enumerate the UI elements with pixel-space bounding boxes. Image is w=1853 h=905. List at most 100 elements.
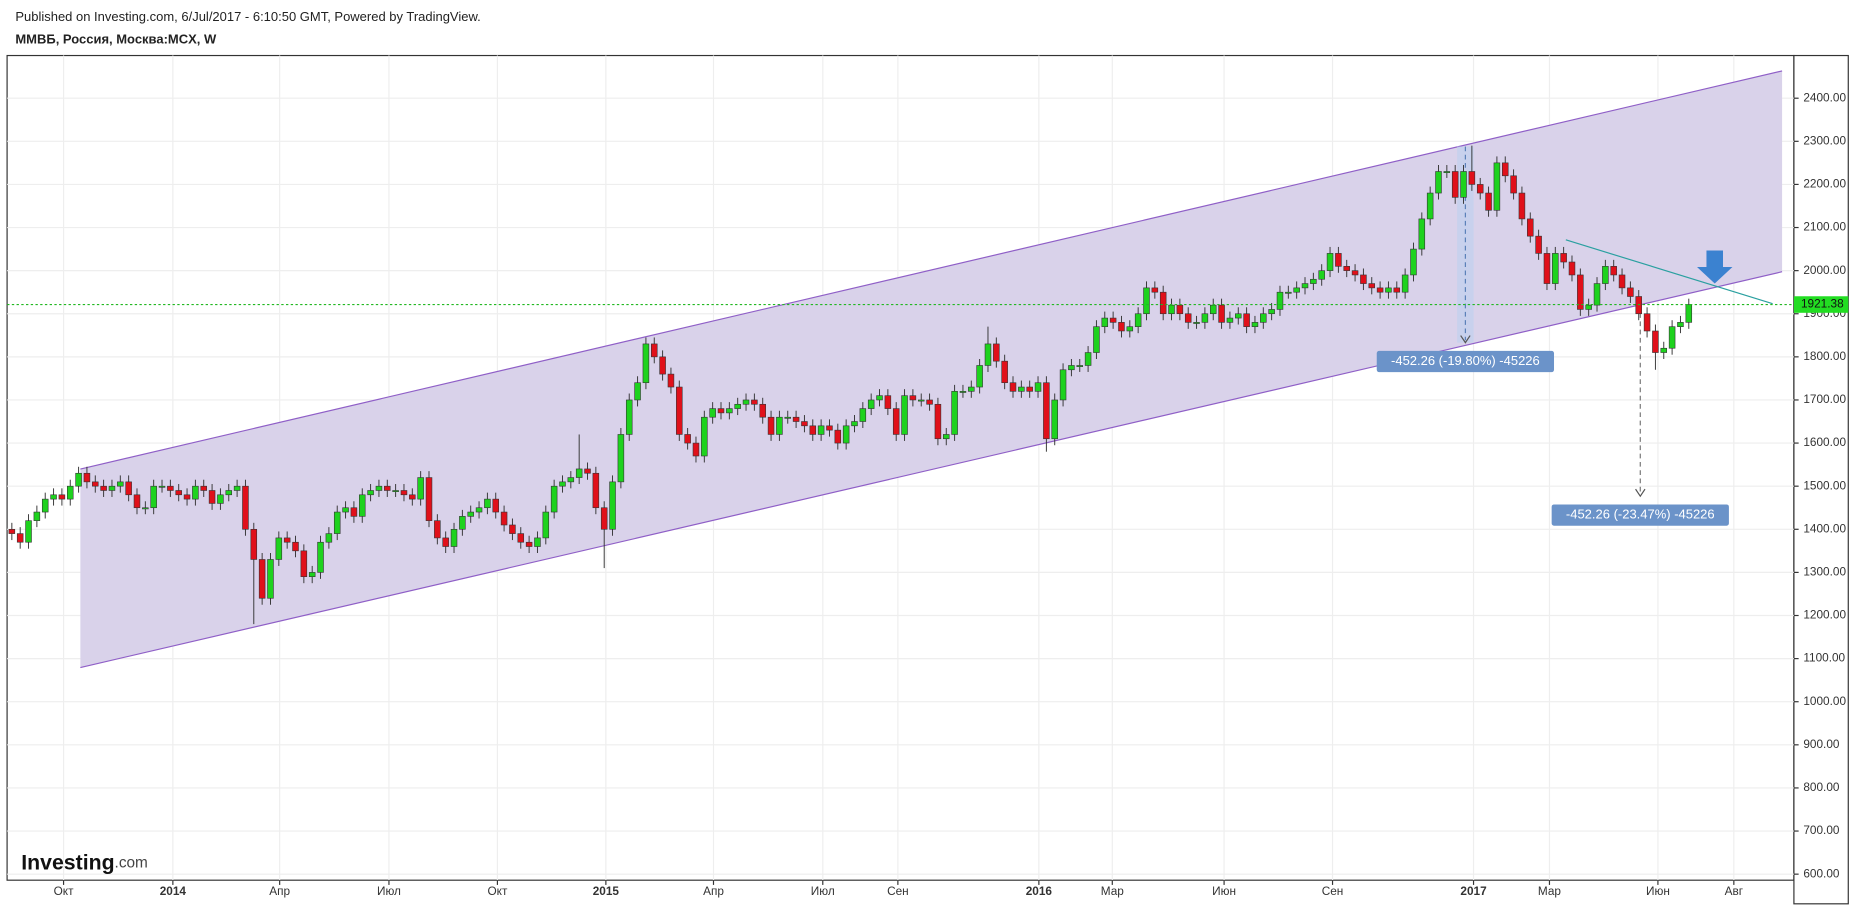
candle-body [1543, 253, 1551, 284]
y-tick-label: 800.00 [1803, 780, 1840, 794]
candle-body [1243, 313, 1250, 327]
logo-suffix: .com [115, 855, 148, 872]
candle-body [58, 494, 66, 500]
candle-body [684, 434, 691, 444]
candle-body [550, 485, 558, 513]
candle-body [1118, 322, 1125, 332]
candle-body [567, 477, 575, 483]
candle-body [258, 559, 266, 599]
candle-body [1552, 253, 1559, 284]
candle-body [400, 490, 408, 496]
candle-body [1527, 218, 1534, 237]
candle-body [917, 399, 925, 402]
candle-body [1468, 171, 1476, 185]
candle-body [1627, 287, 1634, 297]
candle-body [1602, 266, 1609, 284]
candle-body [1143, 287, 1150, 315]
candle-body [150, 485, 157, 509]
candle-body [1451, 171, 1459, 198]
y-tick-label: 1200.00 [1803, 608, 1846, 622]
x-tick-label: 2014 [160, 884, 187, 898]
price-tag-label: 1921.38 [1801, 297, 1844, 311]
candle-body [951, 391, 958, 435]
candle-body [1218, 304, 1225, 323]
candle-body [1126, 326, 1134, 332]
y-tick-label: 1600.00 [1803, 435, 1846, 449]
candle-body [926, 399, 933, 405]
candle-body [692, 442, 700, 457]
candle-body [509, 524, 516, 534]
candle-body [859, 408, 867, 422]
measure-arrow [1460, 335, 1471, 344]
candle-body [625, 399, 633, 435]
x-tick-label: 2016 [1026, 884, 1053, 898]
candle-body [1643, 313, 1651, 332]
candle-body [225, 490, 233, 496]
candle-body [50, 494, 57, 500]
x-tick-label: Мар [1101, 884, 1125, 898]
candle-body [1059, 369, 1067, 401]
candle-body [826, 425, 833, 431]
candle-body [267, 559, 274, 599]
candle-body [534, 537, 541, 547]
y-tick-label: 2400.00 [1803, 90, 1846, 104]
candle-body [1293, 287, 1300, 293]
candle-body [475, 507, 483, 513]
y-tick-label: 900.00 [1803, 737, 1840, 751]
candle-body [117, 481, 124, 487]
channel-lower [80, 271, 1783, 669]
x-tick-label: Апр [703, 884, 724, 898]
candle-body [575, 468, 583, 478]
candle-body [1593, 283, 1601, 306]
candle-body [333, 511, 341, 534]
candle-body [1235, 313, 1242, 319]
candle-body [442, 537, 449, 547]
candle-body [1385, 287, 1392, 293]
candle-body [33, 511, 41, 521]
candle-body [425, 477, 433, 521]
candle-body [1018, 386, 1025, 392]
candle-body [584, 468, 591, 474]
candle-body [175, 490, 182, 496]
candle-body [1201, 313, 1209, 323]
candle-body [233, 485, 241, 491]
y-tick-label: 2000.00 [1803, 263, 1846, 277]
candle-body [417, 477, 424, 500]
candle-body [409, 494, 416, 500]
published-note: Published on Investing.com, 6/Jul/2017 -… [15, 9, 480, 24]
candle-body [1076, 365, 1084, 367]
candle-body [317, 541, 324, 573]
candle-body [1685, 304, 1693, 323]
candle-body [976, 365, 983, 388]
candle-body [609, 481, 616, 530]
candle-body [1026, 386, 1033, 392]
candle-body [1668, 326, 1676, 349]
candle-body [1418, 218, 1426, 250]
x-tick-label: Июн [1646, 884, 1670, 898]
candle-body [767, 416, 775, 435]
x-tick-label: 2017 [1460, 884, 1487, 898]
candle-body [667, 373, 675, 388]
candle-body [325, 533, 333, 543]
candle-body [158, 485, 166, 488]
candle-body [884, 395, 892, 409]
candle-body [1443, 171, 1451, 173]
measure-arrow [1635, 488, 1646, 498]
candle-body [292, 541, 299, 552]
candle-body [1093, 326, 1100, 353]
candle-body [283, 537, 291, 543]
symbol-title: ММВБ, Россия, Москва:MCX, W [15, 32, 217, 47]
candle-body [1051, 399, 1058, 440]
candle-body [300, 550, 308, 578]
candle-body [892, 408, 900, 435]
candle-body [1084, 352, 1092, 366]
candle-body [1134, 313, 1142, 327]
trend-line [1565, 239, 1773, 305]
y-tick-label: 2200.00 [1803, 177, 1846, 191]
x-tick-label: Сен [1322, 884, 1344, 898]
candle-body [517, 533, 525, 543]
candle-body [909, 395, 917, 401]
channel-upper [80, 70, 1783, 470]
